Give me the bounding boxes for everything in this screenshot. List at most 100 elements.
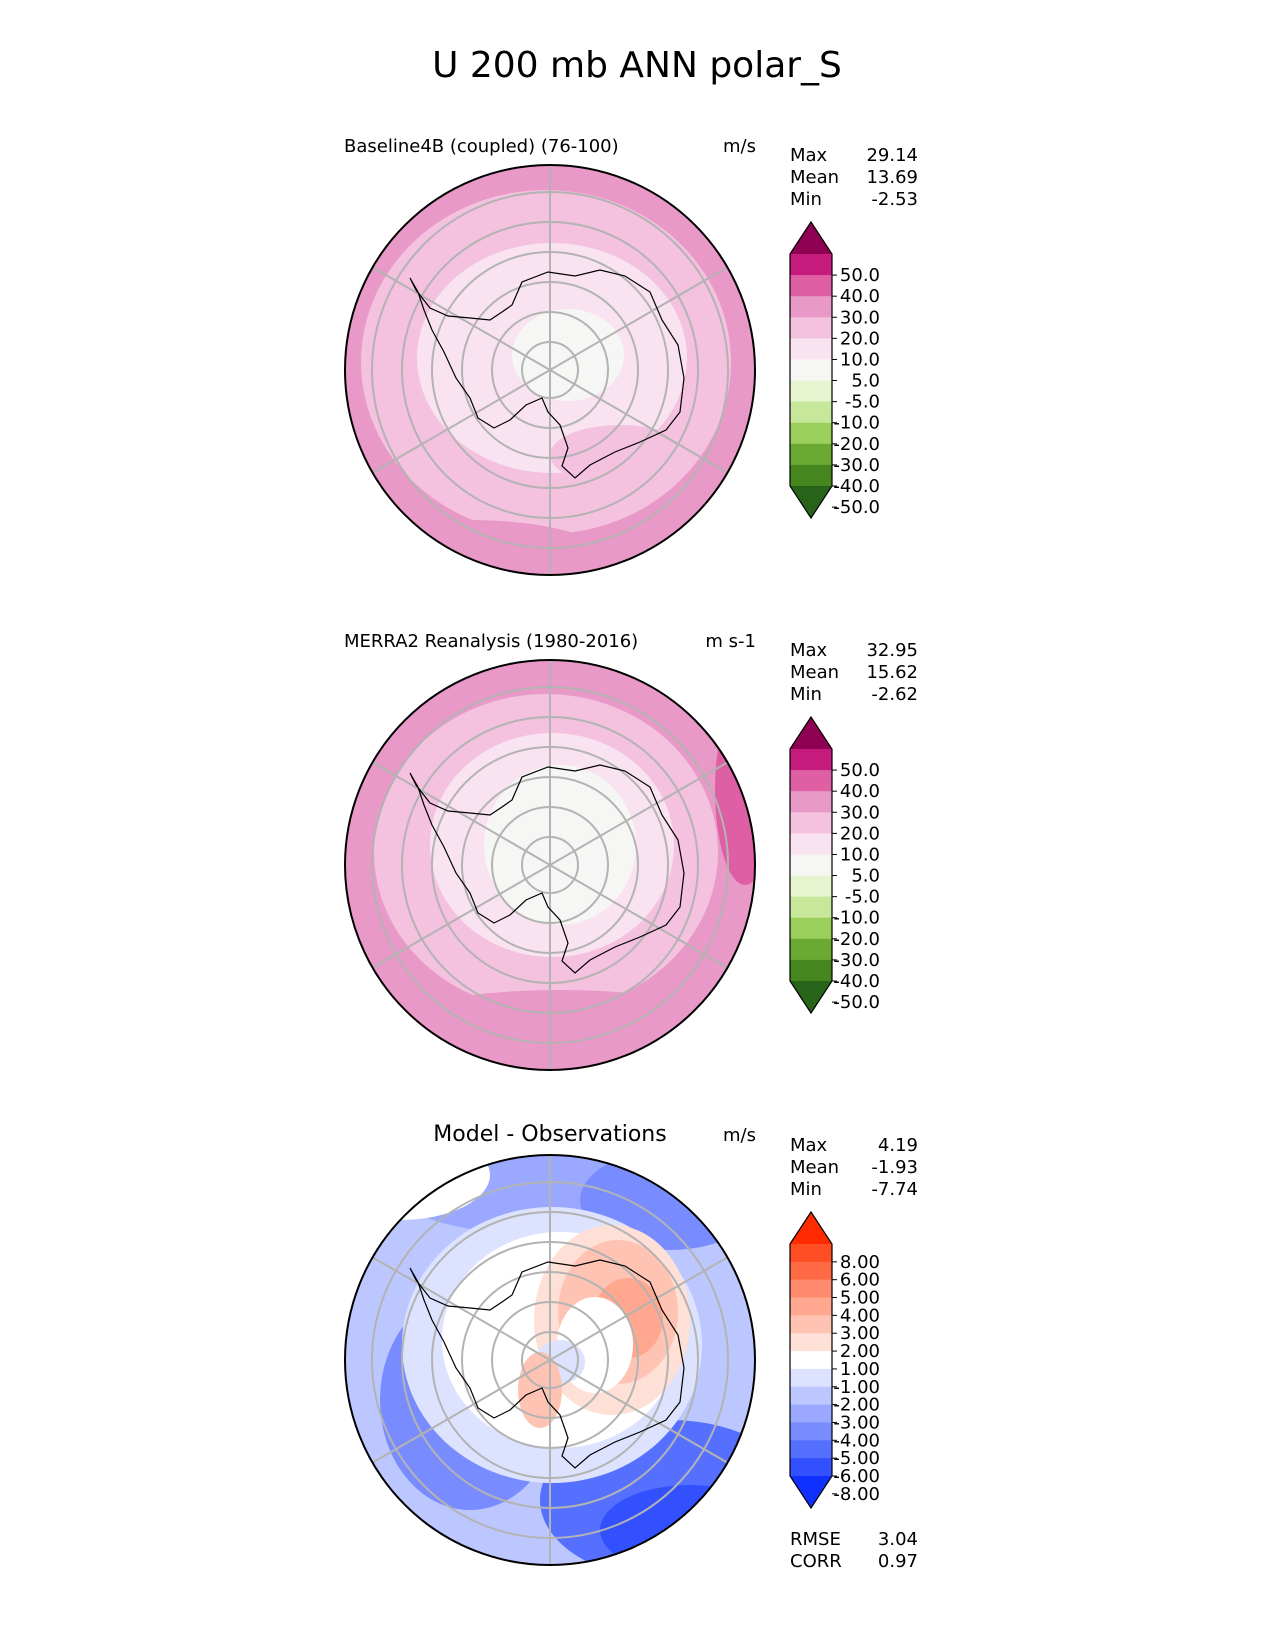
colorbar-segment (790, 359, 832, 382)
antarctica-coastline (409, 764, 685, 974)
stat-value-min: -2.53 (871, 189, 918, 210)
colorbar-tick-label: 20.0 (840, 328, 880, 349)
colorbar-tick-label: -40.0 (833, 971, 880, 992)
colorbar-tick-label: 3.00 (840, 1323, 880, 1344)
colorbar-segment (790, 875, 832, 898)
stat-label-mean: Mean (790, 662, 839, 683)
panel-difference: Model - Observations m/s (344, 1122, 918, 1572)
colorbar-tick-label: 8.00 (840, 1252, 880, 1273)
colorbar-tick-label: 5.0 (851, 371, 880, 392)
colorbar-segment (790, 1279, 832, 1299)
colorbar-tick-label: -10.0 (833, 908, 880, 929)
panel-title: Baseline4B (coupled) (76-100) (344, 136, 619, 157)
colorbar-tick-label: -5.0 (845, 887, 880, 908)
colorbar-extend-top (790, 1212, 832, 1244)
colorbar: 50.040.030.020.010.05.0-5.0-10.0-20.0-30… (789, 715, 880, 1015)
stat-value-corr: 0.97 (878, 1551, 918, 1572)
colorbar-segment (790, 1440, 832, 1459)
colorbar-segment (790, 338, 832, 361)
antarctica-coastline (409, 1259, 685, 1469)
stats-block: Max 32.95 Mean 15.62 Min -2.62 (790, 640, 918, 705)
stat-value-min: -7.74 (871, 1179, 918, 1200)
colorbar-tick-label: 10.0 (840, 844, 880, 865)
gridlines (371, 660, 729, 1070)
colorbar-tick-label: -30.0 (833, 950, 880, 971)
panel-units: m/s (723, 136, 756, 157)
stat-value-min: -2.62 (871, 684, 918, 705)
colorbar-segment (790, 833, 832, 856)
panel-title: Model - Observations (433, 1122, 666, 1147)
colorbar: 8.006.005.004.003.002.001.00-1.00-2.00-3… (789, 1210, 880, 1510)
antarctica-coastline (409, 269, 685, 479)
gridlines (371, 165, 729, 575)
map-field (345, 165, 755, 575)
colorbar-tick-label: 2.00 (840, 1341, 880, 1362)
colorbar-extend-bottom (790, 981, 832, 1013)
colorbar-segment (790, 443, 832, 466)
colorbar-segment (790, 1297, 832, 1316)
map-boundary (344, 1154, 756, 1566)
colorbar-tick-label: 30.0 (840, 307, 880, 328)
colorbar-segment (790, 1458, 832, 1477)
colorbar-extend-bottom (790, 1476, 832, 1508)
map-boundary (344, 164, 756, 576)
colorbar-tick-label: -50.0 (833, 992, 880, 1013)
colorbar-segment (790, 896, 832, 919)
colorbar-segment (790, 401, 832, 424)
stat-value-mean: -1.93 (871, 1157, 918, 1178)
colorbar-tick-label: 6.00 (840, 1270, 880, 1291)
colorbar-tick-label: 1.00 (840, 1359, 880, 1380)
colorbar-segment (790, 1244, 832, 1263)
stat-label-corr: CORR (790, 1551, 842, 1572)
colorbar-segment (790, 275, 832, 297)
colorbar-tick-label: 5.00 (840, 1288, 880, 1309)
colorbar-segment (790, 791, 832, 813)
colorbar-tick-label: 50.0 (840, 265, 880, 286)
colorbar-tick-label: 4.00 (840, 1305, 880, 1326)
stat-label-max: Max (790, 1135, 828, 1156)
colorbar-tick-label: -20.0 (833, 929, 880, 950)
colorbar-tick-label: -3.00 (833, 1412, 880, 1433)
colorbar-segment (790, 1386, 832, 1406)
stat-label-mean: Mean (790, 167, 839, 188)
map-boundary (344, 659, 756, 1071)
colorbar-tick-label: -50.0 (833, 497, 880, 518)
colorbar-segment (790, 296, 832, 318)
colorbar: 50.040.030.020.010.05.0-5.0-10.0-20.0-30… (789, 220, 880, 520)
colorbar-segment (790, 770, 832, 792)
footer-stats: RMSE 3.04 CORR 0.97 (790, 1529, 918, 1572)
colorbar-segment (790, 1261, 832, 1281)
colorbar-segment (790, 749, 832, 771)
stat-label-rmse: RMSE (790, 1529, 841, 1550)
stat-value-mean: 13.69 (866, 167, 918, 188)
panel-units: m s-1 (705, 631, 756, 652)
panel-baseline: Baseline4B (coupled) (76-100) m/s Ma (344, 136, 918, 576)
panel-merra2: MERRA2 Reanalysis (1980-2016) m s-1 (344, 631, 918, 1071)
panel-title: MERRA2 Reanalysis (1980-2016) (344, 631, 638, 652)
colorbar-extend-top (790, 717, 832, 749)
stats-block: Max 4.19 Mean -1.93 Min -7.74 (790, 1135, 918, 1200)
colorbar-tick-label: -40.0 (833, 476, 880, 497)
colorbar-tick-label: 5.0 (851, 866, 880, 887)
colorbar-tick-label: 20.0 (840, 823, 880, 844)
colorbar-segment (790, 1422, 832, 1441)
stat-label-max: Max (790, 145, 828, 166)
stat-label-mean: Mean (790, 1157, 839, 1178)
colorbar-segment (790, 1315, 832, 1334)
colorbar-tick-label: 50.0 (840, 760, 880, 781)
colorbar-segment (790, 1333, 832, 1352)
gridlines (371, 1155, 729, 1565)
colorbar-tick-label: -5.0 (845, 392, 880, 413)
colorbar-tick-label: 10.0 (840, 349, 880, 370)
panel-units: m/s (723, 1125, 756, 1146)
stat-value-max: 32.95 (866, 640, 918, 661)
colorbar-tick-label: -20.0 (833, 434, 880, 455)
colorbar-segment (790, 1404, 832, 1424)
colorbar-segment (790, 917, 832, 940)
colorbar-tick-label: -4.00 (833, 1430, 880, 1451)
stat-value-mean: 15.62 (866, 662, 918, 683)
colorbar-extend-bottom (790, 486, 832, 518)
colorbar-segment (790, 422, 832, 445)
colorbar-tick-label: -30.0 (833, 455, 880, 476)
